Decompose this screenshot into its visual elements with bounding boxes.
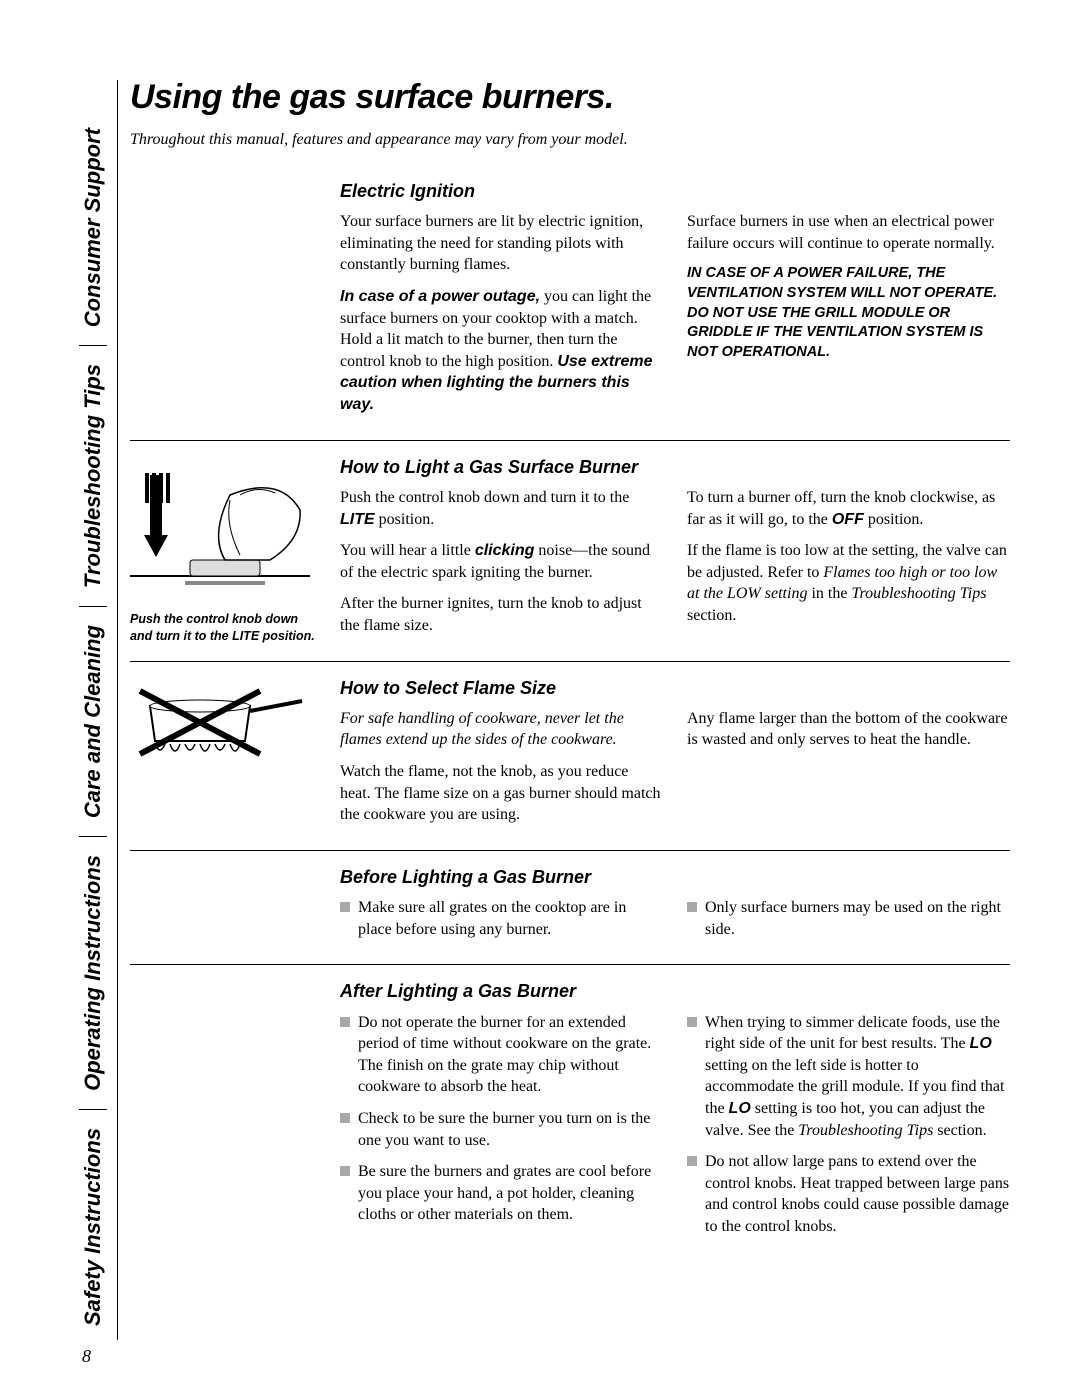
- light-p3: After the burner ignites, turn the knob …: [340, 593, 663, 636]
- pot-flame-illustration: [130, 676, 310, 766]
- after-bullet-5: Do not allow large pans to extend over t…: [687, 1151, 1010, 1237]
- light-p1: Push the control knob down and turn it t…: [340, 487, 663, 530]
- sidebar-tab-care: Care and Cleaning: [80, 611, 106, 832]
- section-how-to-light: Push the control knob down and turn it t…: [130, 455, 1010, 662]
- ignition-warning: IN CASE OF A POWER FAILURE, THE VENTILAT…: [687, 264, 1010, 362]
- after-bullet-3: Be sure the burners and grates are cool …: [340, 1161, 663, 1226]
- after-bullet-1: Do not operate the burner for an extende…: [340, 1012, 663, 1098]
- knob-illustration: [130, 455, 310, 605]
- sidebar-divider: [79, 1109, 107, 1110]
- light-p2: You will hear a little clicking noise—th…: [340, 540, 663, 583]
- section-electric-ignition: Electric Ignition Your surface burners a…: [130, 179, 1010, 441]
- section-before-lighting: Before Lighting a Gas Burner Make sure a…: [130, 865, 1010, 965]
- sidebar-tab-safety: Safety Instructions: [80, 1114, 106, 1340]
- heading-light: How to Light a Gas Surface Burner: [340, 455, 663, 479]
- flame-p1: For safe handling of cookware, never let…: [340, 708, 663, 751]
- flame-p3: Any flame larger than the bottom of the …: [687, 708, 1010, 751]
- page-number: 8: [82, 1346, 91, 1367]
- before-bullet-1: Make sure all grates on the cooktop are …: [340, 897, 663, 940]
- knob-caption: Push the control knob down and turn it t…: [130, 612, 315, 643]
- ignition-p3: Surface burners in use when an electrica…: [687, 211, 1010, 254]
- page-title: Using the gas surface burners.: [130, 78, 1010, 117]
- section-flame-size: How to Select Flame Size For safe handli…: [130, 676, 1010, 851]
- heading-before: Before Lighting a Gas Burner: [340, 865, 663, 889]
- sidebar-tab-troubleshooting: Troubleshooting Tips: [80, 350, 106, 602]
- heading-flame: How to Select Flame Size: [340, 676, 663, 700]
- sidebar-tabs: Safety Instructions Operating Instructio…: [68, 80, 118, 1340]
- ignition-p2: In case of a power outage, you can light…: [340, 286, 663, 416]
- before-bullet-2: Only surface burners may be used on the …: [687, 897, 1010, 940]
- sidebar-divider: [79, 606, 107, 607]
- page-content: Using the gas surface burners. Throughou…: [130, 78, 1010, 1275]
- flame-p2: Watch the flame, not the knob, as you re…: [340, 761, 663, 826]
- sidebar-divider: [79, 836, 107, 837]
- sidebar-divider: [79, 345, 107, 346]
- light-p4: To turn a burner off, turn the knob cloc…: [687, 487, 1010, 530]
- heading-after: After Lighting a Gas Burner: [340, 979, 663, 1003]
- sidebar-tab-support: Consumer Support: [80, 114, 106, 341]
- ignition-p1: Your surface burners are lit by electric…: [340, 211, 663, 276]
- section-after-lighting: After Lighting a Gas Burner Do not opera…: [130, 979, 1010, 1261]
- heading-ignition: Electric Ignition: [340, 179, 663, 203]
- after-bullet-4: When trying to simmer delicate foods, us…: [687, 1012, 1010, 1142]
- light-p5: If the flame is too low at the setting, …: [687, 540, 1010, 626]
- page-subtitle: Throughout this manual, features and app…: [130, 131, 1010, 149]
- sidebar-tab-operating: Operating Instructions: [80, 841, 106, 1105]
- after-bullet-2: Check to be sure the burner you turn on …: [340, 1108, 663, 1151]
